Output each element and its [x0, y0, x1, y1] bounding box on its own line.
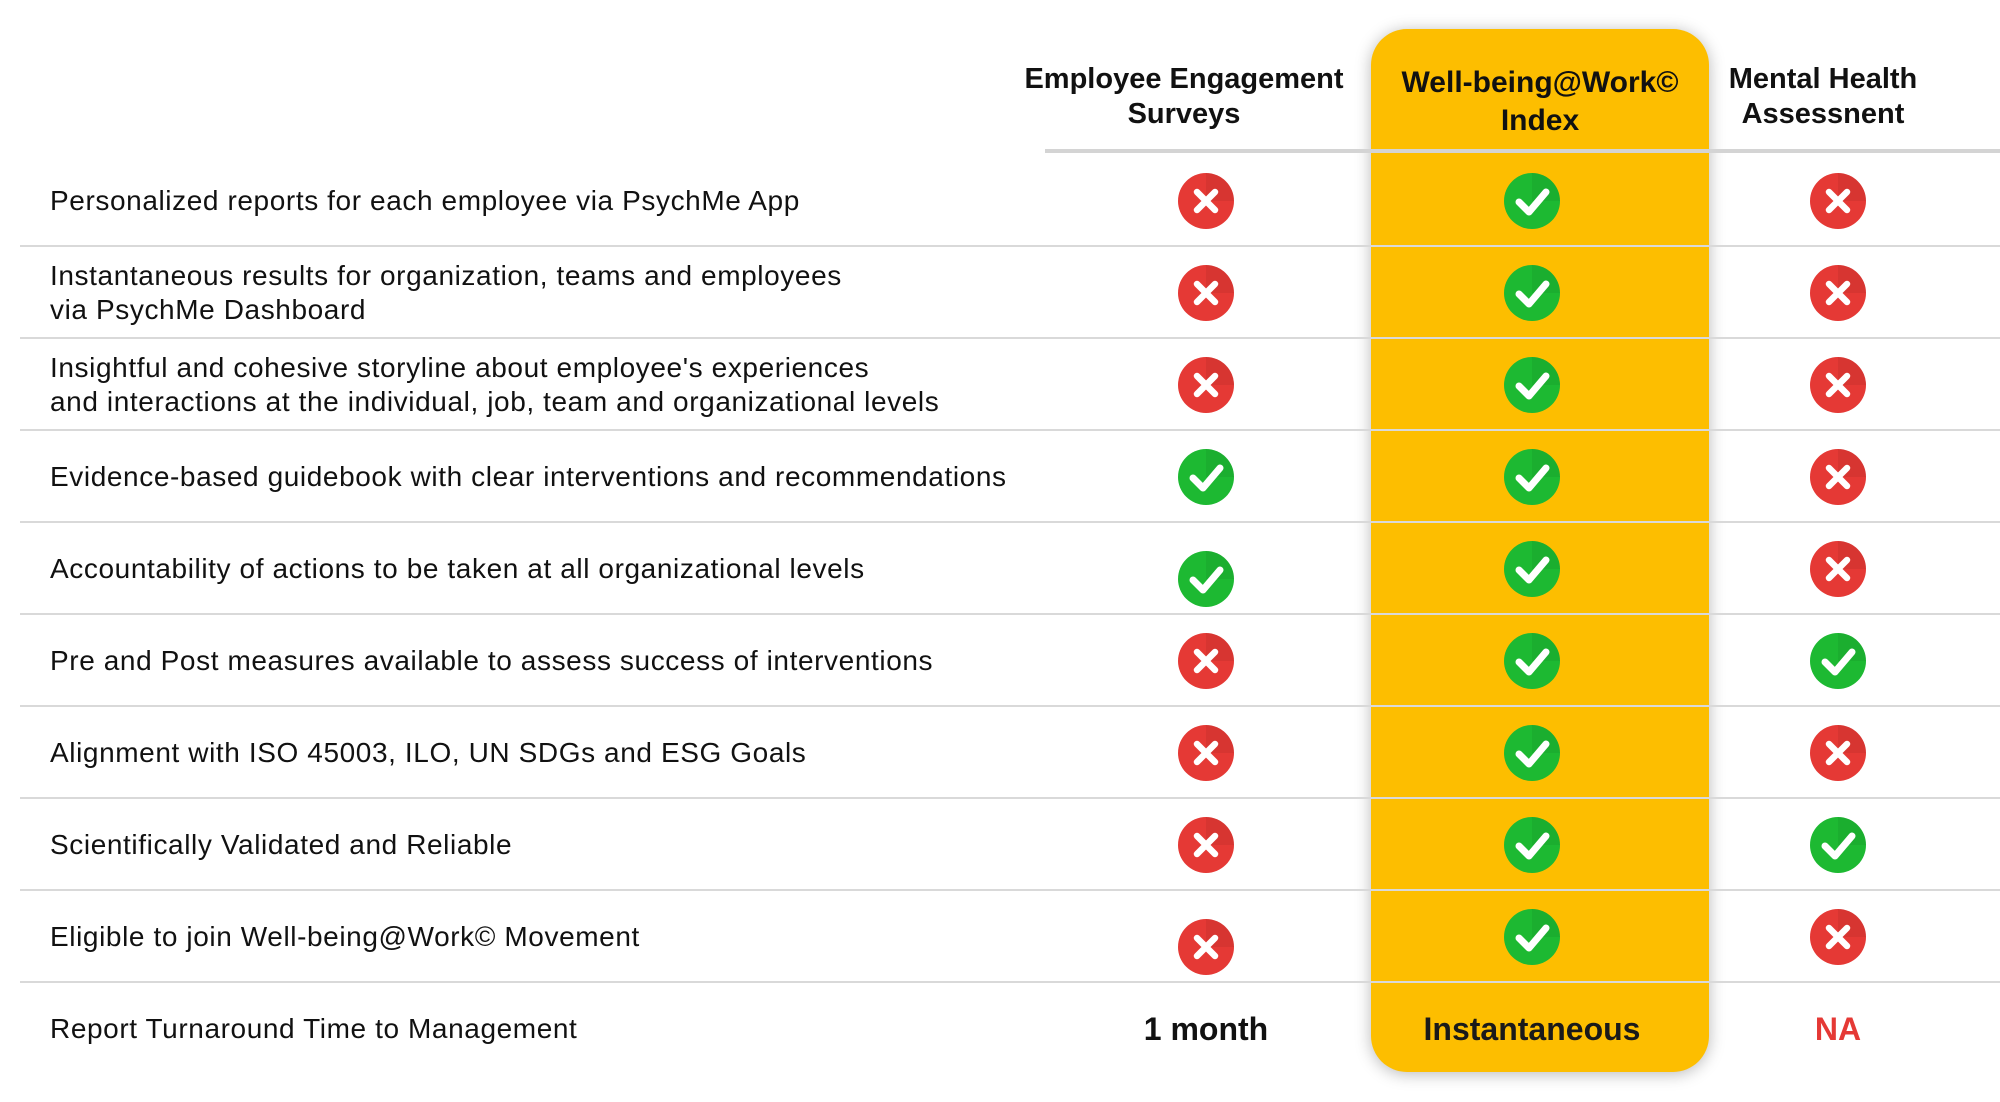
table-row: Personalized reports for each employee v… — [20, 155, 2000, 247]
cross-icon — [1809, 724, 1867, 782]
header-divider — [1045, 149, 2000, 153]
table-row: Instantaneous results for organization, … — [20, 247, 2000, 339]
column-header-mental-health: Mental Health Assessnent — [1728, 63, 1918, 130]
table-row: Evidence-based guidebook with clear inte… — [20, 431, 2000, 523]
cell-mental-health — [1688, 615, 1988, 707]
table-row: Pre and Post measures available to asses… — [20, 615, 2000, 707]
row-divider — [20, 981, 2000, 983]
check-icon — [1177, 550, 1235, 608]
column-header-wellbeing-index: Well-being@Work© Index — [1401, 66, 1679, 137]
cell-mental-health — [1688, 891, 1988, 983]
cross-icon — [1809, 448, 1867, 506]
table-row: Scientifically Validated and Reliable — [20, 799, 2000, 891]
cell-mental-health — [1688, 707, 1988, 799]
feature-label: Scientifically Validated and Reliable — [50, 829, 513, 860]
row-divider — [20, 705, 2000, 707]
cell-wellbeing — [1382, 247, 1682, 339]
feature-label: Instantaneous results for organization, … — [50, 260, 842, 325]
check-icon — [1177, 448, 1235, 506]
cross-icon — [1177, 264, 1235, 322]
turnaround-cell: NA — [1688, 983, 1988, 1075]
cell-engagement — [1056, 891, 1356, 983]
cross-icon — [1177, 172, 1235, 230]
row-divider — [20, 797, 2000, 799]
turnaround-wellbeing-value: Instantaneous — [1423, 1010, 1641, 1047]
cross-icon — [1809, 356, 1867, 414]
cross-icon — [1177, 724, 1235, 782]
check-icon — [1503, 816, 1561, 874]
feature-label: Alignment with ISO 45003, ILO, UN SDGs a… — [50, 737, 807, 768]
row-divider — [20, 889, 2000, 891]
cell-engagement — [1056, 799, 1356, 891]
feature-label: Report Turnaround Time to Management — [50, 1013, 578, 1044]
row-divider — [20, 245, 2000, 247]
cell-wellbeing — [1382, 799, 1682, 891]
cell-engagement — [1056, 247, 1356, 339]
cell-wellbeing — [1382, 707, 1682, 799]
cell-mental-health — [1688, 431, 1988, 523]
cross-icon — [1809, 264, 1867, 322]
cross-icon — [1809, 172, 1867, 230]
cell-wellbeing — [1382, 523, 1682, 615]
turnaround-engagement-value: 1 month — [1143, 1010, 1269, 1047]
check-icon — [1809, 632, 1867, 690]
check-icon — [1503, 264, 1561, 322]
cell-wellbeing — [1382, 155, 1682, 247]
feature-label: Accountability of actions to be taken at… — [50, 553, 865, 584]
check-icon — [1503, 908, 1561, 966]
table-row: Alignment with ISO 45003, ILO, UN SDGs a… — [20, 707, 2000, 799]
cross-icon — [1809, 908, 1867, 966]
cell-wellbeing — [1382, 615, 1682, 707]
cell-engagement — [1056, 339, 1356, 431]
cell-mental-health — [1688, 799, 1988, 891]
check-icon — [1503, 724, 1561, 782]
table-row: Insightful and cohesive storyline about … — [20, 339, 2000, 431]
cell-wellbeing — [1382, 431, 1682, 523]
cell-mental-health — [1688, 247, 1988, 339]
table-row: Eligible to join Well-being@Work© Moveme… — [20, 891, 2000, 983]
cross-icon — [1177, 816, 1235, 874]
cell-mental-health — [1688, 155, 1988, 247]
row-divider — [20, 613, 2000, 615]
cell-engagement — [1056, 707, 1356, 799]
cross-icon — [1177, 632, 1235, 690]
turnaround-cell: Instantaneous — [1382, 983, 1682, 1075]
check-icon — [1809, 816, 1867, 874]
feature-label: Insightful and cohesive storyline about … — [50, 352, 940, 417]
check-icon — [1503, 356, 1561, 414]
table-row: Accountability of actions to be taken at… — [20, 523, 2000, 615]
table-row-turnaround: Report Turnaround Time to Management 1 mo… — [20, 983, 2000, 1075]
feature-label: Eligible to join Well-being@Work© Moveme… — [50, 921, 640, 952]
cell-mental-health — [1688, 523, 1988, 615]
check-icon — [1503, 540, 1561, 598]
feature-label: Evidence-based guidebook with clear inte… — [50, 461, 1007, 492]
cross-icon — [1177, 356, 1235, 414]
cross-icon — [1809, 540, 1867, 598]
cross-icon — [1177, 918, 1235, 976]
cell-wellbeing — [1382, 891, 1682, 983]
row-divider — [20, 429, 2000, 431]
cell-engagement — [1056, 431, 1356, 523]
cell-engagement — [1056, 523, 1356, 615]
check-icon — [1503, 448, 1561, 506]
turnaround-cell: 1 month — [1056, 983, 1356, 1075]
column-header-employee-engagement: Employee Engagement Surveys — [1024, 63, 1344, 130]
cell-engagement — [1056, 615, 1356, 707]
feature-label: Personalized reports for each employee v… — [50, 185, 800, 216]
check-icon — [1503, 632, 1561, 690]
row-divider — [20, 337, 2000, 339]
row-divider — [20, 521, 2000, 523]
check-icon — [1503, 172, 1561, 230]
cell-wellbeing — [1382, 339, 1682, 431]
cell-mental-health — [1688, 339, 1988, 431]
feature-label: Pre and Post measures available to asses… — [50, 645, 934, 676]
turnaround-mental-health-value: NA — [1814, 1010, 1862, 1047]
cell-engagement — [1056, 155, 1356, 247]
